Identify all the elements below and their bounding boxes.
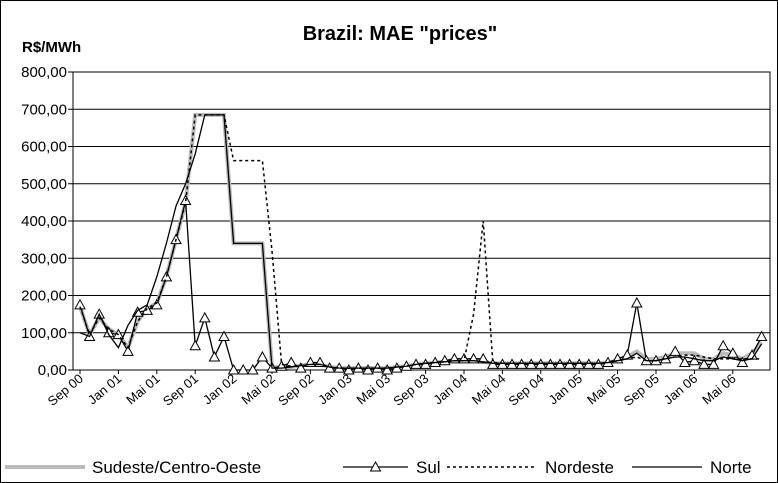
y-tick-label: 200,00 xyxy=(21,288,67,305)
point-marker xyxy=(726,347,739,358)
point-marker xyxy=(717,339,730,351)
point-marker xyxy=(189,339,202,351)
point-marker xyxy=(218,330,230,341)
point-marker xyxy=(678,356,691,368)
point-marker xyxy=(150,298,163,310)
y-tick-label: 600,00 xyxy=(21,139,67,156)
y-tick-label: 400,00 xyxy=(21,213,67,230)
y-tick-label: 500,00 xyxy=(21,176,67,193)
point-marker xyxy=(342,363,355,375)
point-marker xyxy=(362,363,374,375)
chart-title: Brazil: MAE "prices" xyxy=(303,23,498,45)
y-tick-label: 0,00 xyxy=(38,362,67,379)
point-marker xyxy=(381,363,394,375)
plot-frame xyxy=(72,71,771,371)
point-marker xyxy=(630,296,643,308)
point-marker xyxy=(256,350,269,362)
y-axis-label: R$/MWh xyxy=(22,39,81,56)
point-marker xyxy=(669,345,682,356)
point-marker xyxy=(246,363,259,375)
point-marker xyxy=(122,345,134,356)
point-marker xyxy=(141,304,154,315)
legend-label: Nordeste xyxy=(545,458,614,477)
y-tick-label: 300,00 xyxy=(21,250,67,267)
point-marker xyxy=(198,311,211,323)
point-marker xyxy=(237,363,250,375)
point-marker xyxy=(227,363,240,375)
point-marker xyxy=(688,354,701,366)
point-marker xyxy=(294,362,307,373)
point-marker xyxy=(698,358,710,369)
point-marker xyxy=(707,358,720,369)
point-marker xyxy=(102,326,115,338)
point-marker xyxy=(208,350,221,362)
y-tick-label: 700,00 xyxy=(21,101,67,118)
legend-label: Norte xyxy=(710,458,752,477)
y-tick-label: 100,00 xyxy=(21,325,67,342)
y-tick-label: 800,00 xyxy=(21,64,67,81)
legend-label: Sul xyxy=(416,458,441,477)
series-line xyxy=(79,114,763,369)
point-marker xyxy=(477,352,490,364)
legend-label: Sudeste/Centro-Oeste xyxy=(92,458,261,477)
point-marker xyxy=(755,330,768,341)
point-marker xyxy=(736,356,749,368)
legend-marker xyxy=(369,460,382,472)
